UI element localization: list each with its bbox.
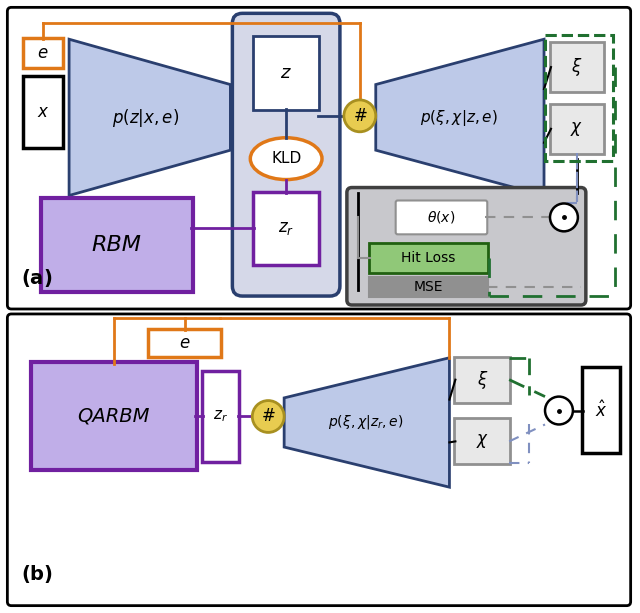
FancyBboxPatch shape [8,7,630,309]
Text: $\#$: $\#$ [261,408,276,425]
FancyBboxPatch shape [31,362,196,470]
FancyBboxPatch shape [396,200,487,234]
Text: $p(z|x,e)$: $p(z|x,e)$ [112,107,179,129]
Text: $\mathbf{(b)}$: $\mathbf{(b)}$ [21,563,53,585]
Text: QARBM: QARBM [77,407,150,426]
Text: $z$: $z$ [280,64,292,82]
Polygon shape [376,39,544,196]
Text: $x$: $x$ [37,103,49,121]
Circle shape [545,397,573,424]
FancyBboxPatch shape [148,329,221,357]
Text: $p(\xi,\chi|z,e)$: $p(\xi,\chi|z,e)$ [420,108,499,128]
Text: KLD: KLD [271,151,301,166]
Text: $p(\xi,\chi|z_r,e)$: $p(\xi,\chi|z_r,e)$ [328,414,404,432]
Text: Hit Loss: Hit Loss [401,251,456,265]
FancyBboxPatch shape [23,76,63,148]
Text: $e$: $e$ [38,44,49,62]
Text: $\mathbf{(a)}$: $\mathbf{(a)}$ [21,267,52,289]
FancyBboxPatch shape [8,314,630,606]
FancyBboxPatch shape [582,367,620,454]
Text: $\chi$: $\chi$ [570,120,584,138]
FancyBboxPatch shape [550,104,604,154]
Text: $\#$: $\#$ [353,107,367,125]
Text: MSE: MSE [414,280,444,294]
FancyBboxPatch shape [232,13,340,296]
FancyBboxPatch shape [347,188,586,305]
Polygon shape [284,358,449,487]
FancyBboxPatch shape [454,419,510,464]
Text: $e$: $e$ [179,334,190,352]
FancyBboxPatch shape [454,357,510,403]
Text: $\chi$: $\chi$ [476,432,489,451]
Circle shape [252,400,284,432]
Text: $z_r$: $z_r$ [278,219,294,237]
FancyBboxPatch shape [23,38,63,68]
Text: $\xi$: $\xi$ [477,368,488,390]
Text: $\hat{x}$: $\hat{x}$ [595,400,607,421]
Text: $\theta(x)$: $\theta(x)$ [428,210,456,226]
FancyBboxPatch shape [202,371,239,462]
Text: RBM: RBM [92,235,142,255]
FancyBboxPatch shape [41,199,193,292]
Text: $z_r$: $z_r$ [213,409,228,424]
FancyBboxPatch shape [369,243,488,273]
Text: $\xi$: $\xi$ [571,56,582,78]
Polygon shape [69,39,230,196]
FancyBboxPatch shape [253,36,319,110]
FancyBboxPatch shape [369,277,488,297]
Ellipse shape [250,138,322,180]
FancyBboxPatch shape [550,42,604,92]
Circle shape [344,100,376,132]
FancyBboxPatch shape [253,191,319,265]
Circle shape [550,204,578,231]
